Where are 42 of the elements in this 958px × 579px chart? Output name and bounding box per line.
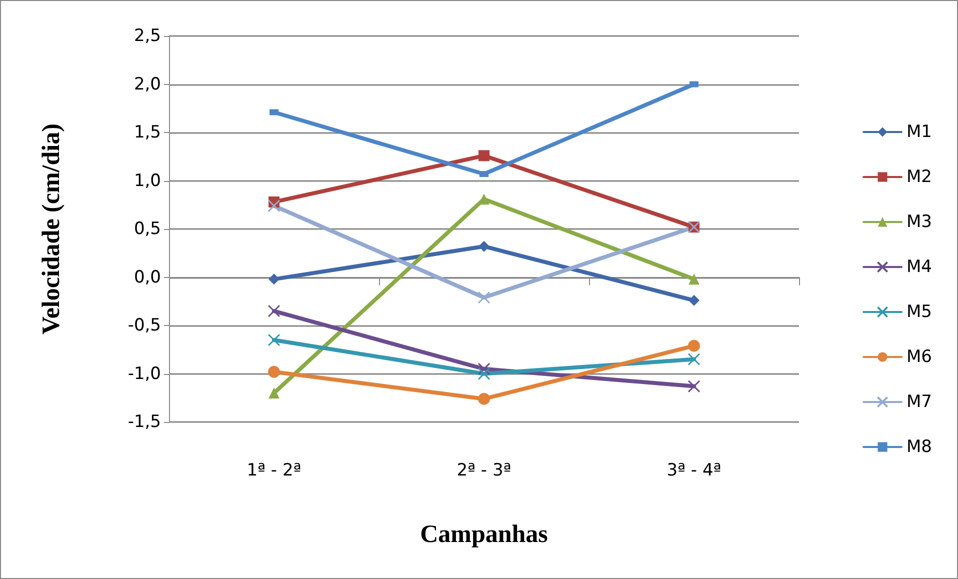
- x-axis-title: Campanhas: [420, 521, 548, 548]
- point: [478, 362, 490, 376]
- legend-label: M8: [906, 437, 932, 457]
- point: [268, 388, 280, 399]
- point: [688, 294, 700, 306]
- y-tick-label: 2,0: [134, 74, 161, 94]
- point: [478, 240, 490, 252]
- point: [268, 200, 280, 212]
- y-tick-label: 0,5: [134, 219, 161, 239]
- y-axis-title: Velocidade (cm/dia): [38, 124, 65, 334]
- point: [478, 150, 490, 162]
- y-tick-label: 2,5: [134, 26, 161, 46]
- point: [478, 392, 490, 405]
- point: [478, 291, 490, 304]
- x-tick-label: 1ª - 2ª: [246, 460, 302, 480]
- legend-label: M7: [906, 392, 932, 412]
- x-tick-label: 3ª - 4ª: [666, 460, 722, 480]
- legend-label: M2: [906, 167, 932, 187]
- legend-label: M4: [906, 257, 932, 277]
- point: [268, 304, 280, 318]
- point: [478, 368, 490, 380]
- point: [480, 170, 488, 177]
- legend-label: M3: [906, 212, 932, 232]
- point: [268, 334, 280, 346]
- legend-label: M5: [906, 302, 932, 322]
- y-tick-label: -0,5: [128, 316, 161, 336]
- point: [268, 366, 280, 378]
- point: [268, 274, 280, 285]
- y-tick-label: 1,5: [134, 122, 161, 142]
- point: [688, 274, 700, 285]
- y-tick-label: -1,5: [128, 412, 161, 432]
- point: [690, 81, 698, 88]
- legend-label: M1: [906, 122, 932, 142]
- y-tick-label: 0,0: [134, 267, 161, 288]
- point: [270, 109, 278, 116]
- point: [688, 353, 700, 366]
- point: [688, 340, 700, 352]
- legend-label: M6: [906, 347, 932, 367]
- x-tick-label: 2ª - 3ª: [456, 460, 512, 480]
- y-tick-label: -1,0: [128, 364, 161, 384]
- y-tick-label: 1,0: [134, 170, 161, 191]
- point: [688, 380, 700, 393]
